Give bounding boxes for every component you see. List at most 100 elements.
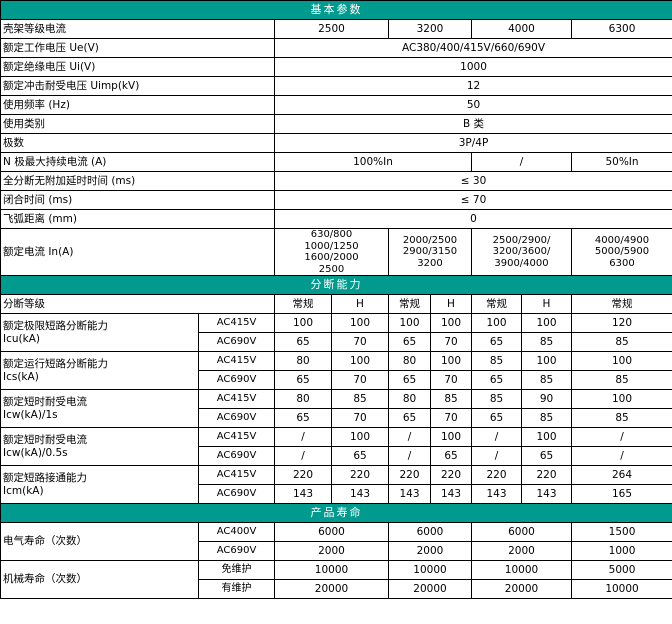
- icu-ac415-v4: 100: [430, 313, 472, 333]
- frame-value-6300: 6300: [570, 19, 672, 39]
- icw1s-ac415-v4: 85: [430, 389, 472, 409]
- table-row-impulse-voltage: 额定冲击耐受电压 Uimp(kV) 12: [0, 76, 672, 96]
- table-row-icw05s-ac415: 额定短时耐受电流 Icw(kA)/0.5s AC415V / 100 / 100…: [0, 427, 672, 466]
- icw05s-ac690-v3: /: [388, 446, 431, 466]
- row-label-frame-rating: 壳架等级电流: [0, 19, 275, 39]
- icm-ac415-v7: 264: [570, 465, 672, 485]
- table-row-mechanical-life-maintenance-free: 机械寿命（次数） 免维护 10000 10000 10000 5000: [0, 560, 672, 599]
- n-pole-value-2: /: [471, 152, 572, 172]
- mechanical-life-free-3200: 10000: [388, 560, 472, 580]
- icu-ac690-v2: 70: [331, 332, 389, 352]
- rated-current-value-3200: 2000/2500 2900/3150 3200: [388, 228, 472, 276]
- breaking-grade-4: H: [430, 294, 472, 314]
- icm-ac690-v3: 143: [388, 484, 431, 504]
- ics-ac415-v6: 100: [521, 351, 572, 371]
- breaking-grade-2: H: [331, 294, 389, 314]
- icw05s-ac415-v6: 100: [521, 427, 572, 447]
- icu-ac690-v5: 65: [471, 332, 522, 352]
- electrical-life-ac690-3200: 2000: [388, 541, 472, 561]
- icm-ac415-v6: 220: [521, 465, 572, 485]
- voltage-label-ics-ac415: AC415V: [198, 351, 275, 371]
- condition-label-maintenance-free: 免维护: [198, 560, 275, 580]
- section-title-breaking: 分断能力: [0, 275, 672, 295]
- ics-ac690-v2: 70: [331, 370, 389, 390]
- row-label-icm: 额定短路接通能力 Icm(kA): [0, 465, 199, 504]
- icw05s-ac415-v1: /: [274, 427, 332, 447]
- section-title-basic: 基本参数: [0, 0, 672, 20]
- icm-ac415-v1: 220: [274, 465, 332, 485]
- table-row-ics-ac415: 额定运行短路分断能力 Ics(kA) AC415V 80 100 80 100 …: [0, 351, 672, 390]
- specification-table: 基本参数 壳架等级电流 2500 3200 4000 6300 额定工作电压 U…: [0, 0, 672, 599]
- row-value-pole-count: 3P/4P: [273, 133, 672, 153]
- icw05s-ac690-v4: 65: [430, 446, 472, 466]
- table-row-rated-insulation-voltage: 额定绝缘电压 Ui(V) 1000: [0, 57, 672, 77]
- row-value-frequency: 50: [273, 95, 672, 115]
- ics-ac690-v6: 85: [521, 370, 572, 390]
- electrical-life-ac690-4000: 2000: [471, 541, 572, 561]
- icm-ac690-v7: 165: [570, 484, 672, 504]
- icw1s-ac415-v1: 80: [274, 389, 332, 409]
- row-label-rated-insulation-voltage: 额定绝缘电压 Ui(V): [0, 57, 275, 77]
- table-row-frame-rating: 壳架等级电流 2500 3200 4000 6300: [0, 19, 672, 39]
- icm-ac690-v6: 143: [521, 484, 572, 504]
- table-row-pole-count: 极数 3P/4P: [0, 133, 672, 153]
- mechanical-life-free-6300: 5000: [570, 560, 672, 580]
- icw05s-ac415-v4: 100: [430, 427, 472, 447]
- section-title-life: 产品寿命: [0, 503, 672, 523]
- breaking-grade-6: H: [521, 294, 572, 314]
- mechanical-life-maint-4000: 20000: [471, 579, 572, 599]
- row-label-n-pole-current: N 极最大持续电流 (A): [0, 152, 275, 172]
- ics-ac415-v3: 80: [388, 351, 431, 371]
- icu-ac415-v7: 120: [570, 313, 672, 333]
- icw1s-ac690-v7: 85: [570, 408, 672, 428]
- row-value-arcing-distance: 0: [273, 209, 672, 229]
- mechanical-life-free-2500: 10000: [274, 560, 389, 580]
- ics-ac415-v1: 80: [274, 351, 332, 371]
- row-value-closing-time: ≤ 70: [273, 190, 672, 210]
- rated-current-value-4000: 2500/2900/ 3200/3600/ 3900/4000: [471, 228, 572, 276]
- row-label-rated-working-voltage: 额定工作电压 Ue(V): [0, 38, 275, 58]
- table-row-icw05s-ac690: AC690V / 65 / 65 / 65 /: [1, 446, 672, 466]
- section-header-row-basic: 基本参数: [0, 0, 672, 20]
- row-label-icw-05s: 额定短时耐受电流 Icw(kA)/0.5s: [0, 427, 199, 466]
- icw1s-ac690-v2: 70: [331, 408, 389, 428]
- icw1s-ac415-v6: 90: [521, 389, 572, 409]
- breaking-grade-3: 常规: [388, 294, 431, 314]
- table-row-icw1s-ac415: 额定短时耐受电流 Icw(kA)/1s AC415V 80 85 80 85 8…: [0, 389, 672, 428]
- frame-value-3200: 3200: [388, 19, 472, 39]
- icu-ac415-v5: 100: [471, 313, 522, 333]
- table-row-n-pole-current: N 极最大持续电流 (A) 100%In / 50%In: [0, 152, 672, 172]
- icu-ac690-v7: 85: [570, 332, 672, 352]
- electrical-life-ac400-2500: 6000: [274, 522, 389, 542]
- table-row-arcing-distance: 飞弧距离 (mm) 0: [0, 209, 672, 229]
- table-row-total-break-time: 全分断无附加延时时间 (ms) ≤ 30: [0, 171, 672, 191]
- icu-ac415-v3: 100: [388, 313, 431, 333]
- frame-value-4000: 4000: [471, 19, 572, 39]
- voltage-label-icu-ac415: AC415V: [198, 313, 275, 333]
- voltage-label-icw1s-ac690: AC690V: [198, 408, 275, 428]
- icm-ac415-v4: 220: [430, 465, 472, 485]
- table-row-utilization-category: 使用类别 B 类: [0, 114, 672, 134]
- icu-ac690-v1: 65: [274, 332, 332, 352]
- row-value-rated-insulation-voltage: 1000: [273, 57, 672, 77]
- row-label-closing-time: 闭合时间 (ms): [0, 190, 275, 210]
- icm-ac690-v5: 143: [471, 484, 522, 504]
- table-body: 基本参数 壳架等级电流 2500 3200 4000 6300 额定工作电压 U…: [0, 0, 672, 599]
- voltage-label-icu-ac690: AC690V: [198, 332, 275, 352]
- icm-ac415-v2: 220: [331, 465, 389, 485]
- row-label-breaking-grade: 分断等级: [0, 294, 275, 314]
- row-label-arcing-distance: 飞弧距离 (mm): [0, 209, 275, 229]
- ics-ac415-v7: 100: [570, 351, 672, 371]
- electrical-life-ac690-2500: 2000: [274, 541, 389, 561]
- table-row-closing-time: 闭合时间 (ms) ≤ 70: [0, 190, 672, 210]
- voltage-label-ics-ac690: AC690V: [198, 370, 275, 390]
- icw05s-ac690-v5: /: [471, 446, 522, 466]
- icw05s-ac415-v5: /: [471, 427, 522, 447]
- condition-label-electrical-ac400: AC400V: [198, 522, 275, 542]
- breaking-grade-5: 常规: [471, 294, 522, 314]
- ics-ac415-v4: 100: [430, 351, 472, 371]
- table-row-frequency: 使用频率 (Hz) 50: [0, 95, 672, 115]
- row-value-utilization-category: B 类: [273, 114, 672, 134]
- icw05s-ac415-v2: 100: [331, 427, 389, 447]
- icw1s-ac690-v6: 85: [521, 408, 572, 428]
